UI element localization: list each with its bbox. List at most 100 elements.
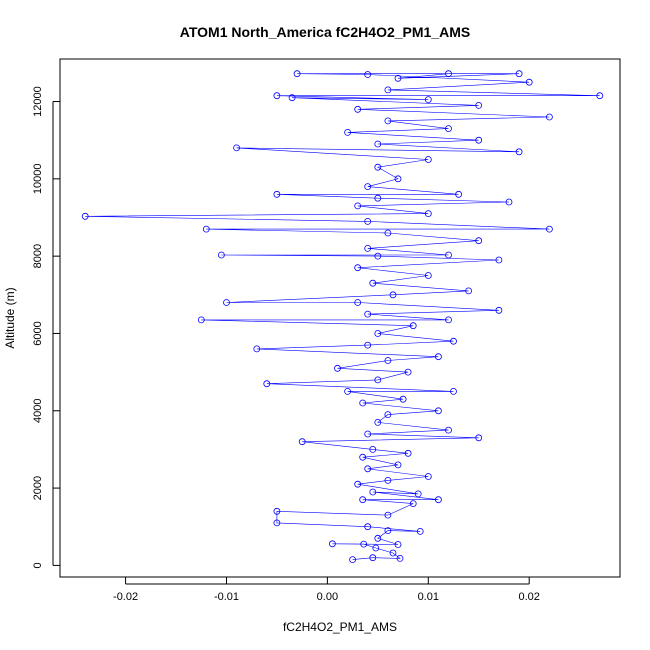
data-point: [515, 70, 523, 78]
data-point: [389, 291, 397, 299]
data-point: [475, 102, 483, 109]
data-point: [424, 272, 432, 279]
data-point: [505, 198, 513, 206]
x-tick-label: -0.02: [113, 591, 138, 603]
data-point: [349, 556, 357, 563]
data-point: [273, 507, 281, 515]
data-point: [374, 194, 382, 202]
data-point: [359, 453, 367, 461]
data-point: [263, 380, 271, 388]
data-point: [344, 128, 352, 136]
data-point: [354, 105, 362, 113]
data-point: [374, 330, 382, 337]
data-point: [404, 449, 412, 457]
data-point: [359, 496, 367, 504]
data-point: [399, 395, 407, 403]
data-point: [445, 316, 452, 324]
data-point: [424, 210, 432, 218]
data-point: [233, 144, 241, 152]
data-point: [273, 190, 281, 198]
x-tick-label: -0.01: [214, 591, 239, 603]
data-point: [384, 357, 392, 364]
data-point: [445, 426, 452, 434]
data-point: [455, 190, 463, 198]
data-point: [369, 488, 377, 496]
y-axis-label: Altitude (m): [3, 287, 17, 348]
data-point: [394, 74, 402, 82]
y-tick-label: 2000: [32, 476, 44, 500]
data-point: [369, 554, 377, 562]
data-point: [445, 70, 452, 78]
data-point: [374, 534, 382, 542]
data-point: [445, 125, 452, 133]
chart-title: ATOM1 North_America fC2H4O2_PM1_AMS: [180, 24, 470, 40]
data-point: [364, 341, 372, 349]
data-point: [384, 511, 392, 519]
data-point: [525, 78, 533, 86]
data-point: [389, 549, 397, 557]
x-tick-label: 0.01: [418, 591, 439, 603]
data-point: [424, 96, 432, 103]
data-point: [81, 212, 89, 220]
data-point: [434, 496, 442, 504]
series-traces: [85, 73, 600, 560]
data-point: [475, 237, 483, 245]
data-point: [465, 287, 473, 295]
data-point: [450, 337, 457, 345]
data-point: [409, 500, 417, 508]
data-point: [354, 480, 362, 488]
data-point: [409, 322, 417, 330]
data-point: [394, 541, 402, 548]
data-point: [434, 353, 442, 361]
data-point: [372, 544, 380, 552]
data-point: [328, 540, 336, 548]
y-tick-label: 12000: [32, 86, 44, 117]
data-point: [298, 438, 306, 446]
data-point: [384, 86, 392, 94]
data-point: [384, 527, 392, 534]
data-point: [273, 92, 281, 100]
x-tick-label: 0.02: [518, 591, 539, 603]
data-point: [374, 418, 382, 426]
data-point: [369, 445, 377, 453]
data-point: [596, 92, 604, 100]
data-point: [424, 473, 432, 480]
series-line: [85, 73, 600, 560]
data-point: [374, 140, 382, 148]
y-axis: 0 2000 4000 6000 8000 10000 12000: [32, 86, 60, 568]
data-point: [475, 434, 483, 442]
data-point: [374, 376, 382, 384]
data-point: [364, 430, 372, 438]
data-point: [253, 345, 261, 353]
data-point: [404, 368, 412, 376]
data-point: [434, 407, 442, 415]
data-point: [273, 519, 281, 527]
data-point: [414, 490, 422, 498]
data-point: [364, 217, 372, 225]
data-point: [202, 225, 210, 233]
data-point: [475, 136, 483, 144]
data-point: [546, 113, 553, 121]
data-point: [364, 71, 372, 78]
y-tick-label: 10000: [32, 164, 44, 195]
plot-frame: [59, 58, 621, 578]
data-point: [354, 264, 362, 272]
data-point: [354, 202, 362, 210]
data-point: [384, 229, 392, 237]
x-axis-label: fC2H4O2_PM1_AMS: [283, 620, 397, 634]
data-point: [384, 117, 392, 125]
x-axis: -0.02 -0.01 0.00 0.01 0.02: [113, 577, 540, 603]
data-point: [217, 251, 225, 259]
x-tick-label: 0.00: [317, 591, 338, 603]
y-tick-label: 6000: [32, 321, 44, 345]
data-point: [293, 70, 301, 78]
data-point: [374, 252, 382, 260]
y-tick-label: 0: [32, 562, 44, 568]
data-point: [374, 163, 382, 171]
data-point: [359, 399, 367, 407]
data-point: [364, 183, 372, 191]
data-point: [495, 306, 503, 314]
data-point: [546, 225, 553, 233]
y-tick-label: 4000: [32, 399, 44, 423]
